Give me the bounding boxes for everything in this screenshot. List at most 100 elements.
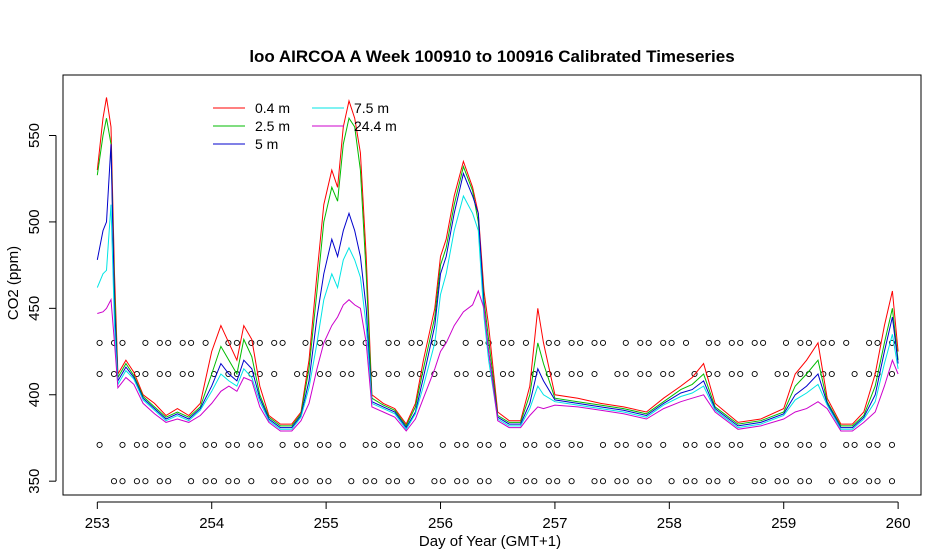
marker-point (416, 441, 423, 448)
marker-point (705, 478, 712, 485)
marker-point (737, 339, 744, 346)
marker-point (622, 339, 629, 346)
marker-point (888, 441, 896, 448)
marker-point (728, 441, 735, 448)
marker-point (797, 370, 804, 378)
marker-point (682, 339, 690, 346)
marker-point (782, 441, 790, 448)
y-axis-label: CO2 (ppm) (5, 246, 22, 320)
marker-point (210, 478, 218, 485)
marker-point (142, 441, 149, 448)
marker-point (256, 339, 263, 346)
marker-point (416, 339, 423, 346)
marker-point (156, 478, 163, 485)
marker-point (577, 339, 584, 346)
legend-label: 0.4 m (255, 100, 290, 116)
marker-point (508, 478, 515, 485)
marker-point (462, 339, 469, 346)
marker-point (256, 441, 263, 448)
marker-point (431, 370, 438, 378)
marker-point (339, 370, 346, 378)
marker-point (499, 339, 507, 346)
marker-point (233, 441, 240, 448)
marker-point (705, 441, 712, 448)
marker-point (408, 370, 415, 378)
marker-point (577, 441, 584, 448)
marker-point (782, 478, 790, 485)
marker-point (133, 478, 140, 485)
marker-point (408, 441, 415, 448)
y-tick-label: 350 (26, 469, 43, 494)
marker-point (866, 478, 873, 485)
marker-point (797, 478, 804, 485)
marker-point (660, 441, 667, 448)
marker-point (119, 478, 126, 485)
marker-point (110, 478, 118, 485)
marker-point (179, 339, 186, 346)
legend-label: 2.5 m (255, 118, 290, 134)
marker-point (820, 441, 827, 448)
marker-point (637, 370, 644, 378)
series-line-0 (96, 97, 899, 426)
marker-point (645, 441, 652, 448)
marker-point (325, 441, 332, 448)
marker-point (660, 339, 667, 346)
marker-point (866, 370, 873, 378)
marker-point (362, 441, 369, 448)
marker-point (760, 339, 767, 346)
marker-point (599, 441, 607, 448)
marker-point (508, 370, 515, 378)
marker-point (888, 478, 896, 485)
marker-point (622, 370, 629, 378)
marker-point (751, 478, 758, 485)
marker-point (179, 370, 186, 378)
marker-point (568, 339, 575, 346)
marker-point (714, 370, 721, 378)
marker-point (843, 478, 850, 485)
marker-point (119, 441, 126, 448)
marker-point (751, 339, 758, 346)
marker-point (96, 370, 103, 378)
marker-point (499, 370, 507, 378)
marker-point (96, 441, 103, 448)
legend-label: 7.5 m (354, 100, 389, 116)
marker-point (119, 339, 126, 346)
marker-point (325, 339, 332, 346)
marker-point (499, 441, 507, 448)
marker-point (339, 441, 346, 448)
marker-point (622, 478, 629, 485)
marker-point (485, 478, 492, 485)
marker-point (477, 478, 484, 485)
marker-point (637, 441, 644, 448)
marker-point (531, 478, 538, 485)
marker-point (477, 339, 484, 346)
marker-point (142, 370, 149, 378)
marker-point (248, 478, 255, 485)
marker-point (508, 339, 515, 346)
marker-point (477, 370, 484, 378)
marker-point (165, 441, 172, 448)
marker-point (828, 339, 835, 346)
marker-point (554, 370, 561, 378)
marker-point (339, 339, 346, 346)
marker-point (225, 478, 232, 485)
marker-point (371, 478, 378, 485)
marker-point (668, 478, 675, 485)
marker-point (782, 339, 790, 346)
marker-point (682, 441, 690, 448)
marker-point (294, 478, 301, 485)
x-tick-label: 255 (314, 515, 339, 532)
marker-point (271, 339, 278, 346)
marker-point (522, 339, 529, 346)
marker-point (866, 339, 873, 346)
marker-point (782, 370, 790, 378)
marker-point (614, 478, 621, 485)
marker-point (568, 370, 575, 378)
marker-point (874, 441, 881, 448)
marker-point (828, 370, 835, 378)
marker-point (248, 339, 255, 346)
marker-point (545, 339, 552, 346)
marker-point (866, 441, 873, 448)
plot-area (62, 74, 922, 496)
